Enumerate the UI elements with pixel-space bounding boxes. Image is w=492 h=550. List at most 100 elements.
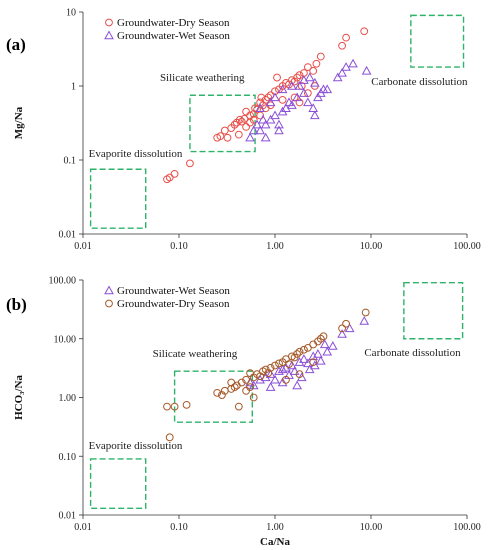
- data-point-circle: [242, 375, 251, 384]
- zone-box: [403, 281, 464, 340]
- data-point-triangle: [337, 67, 347, 77]
- data-point-triangle: [319, 339, 330, 349]
- data-point-circle: [303, 343, 312, 352]
- data-point-triangle: [245, 132, 255, 142]
- data-point-circle: [242, 386, 251, 395]
- data-point-triangle: [287, 360, 297, 370]
- data-point-triangle: [265, 114, 276, 124]
- data-point-triangle: [260, 132, 271, 142]
- data-point-circle: [235, 115, 244, 124]
- data-point-triangle: [265, 382, 276, 391]
- y-tick-label: 0.10: [59, 452, 77, 463]
- panel-b: 0.01 0.10 1.00 10.00 100.00 0.01 0.10 1.00 10.00…: [6, 276, 481, 549]
- data-point-circle: [295, 71, 304, 80]
- panel-label: (a): [6, 35, 26, 54]
- x-axis-label: Ca/Na: [260, 536, 290, 548]
- data-point-triangle: [287, 80, 297, 90]
- data-point-circle: [246, 369, 254, 378]
- data-point-circle: [316, 52, 325, 61]
- data-point-circle: [249, 115, 258, 124]
- data-point-triangle: [277, 377, 288, 387]
- data-point-triangle: [322, 346, 333, 356]
- data-point-circle: [282, 375, 290, 384]
- data-point-circle: [170, 169, 179, 178]
- data-point-triangle: [248, 125, 259, 135]
- data-point-circle: [338, 41, 347, 50]
- data-point-circle: [220, 126, 229, 135]
- data-point-circle: [216, 132, 225, 141]
- x-tick-label: 1.00: [266, 241, 284, 252]
- x-tick-label: 100.00: [453, 522, 481, 533]
- data-point-circle: [170, 402, 179, 411]
- legend-marker-triangle: [104, 30, 114, 40]
- data-point-circle: [165, 433, 174, 442]
- data-point-triangle: [341, 62, 351, 71]
- data-point-triangle: [274, 125, 284, 135]
- data-point-triangle: [309, 110, 320, 120]
- y-tick-label: 0.1: [64, 156, 77, 167]
- data-point-circle: [319, 332, 328, 341]
- y-axis-label: Mg/Na: [13, 106, 25, 139]
- data-point-circle: [234, 402, 243, 411]
- data-point-circle: [316, 334, 325, 343]
- zone-box: [173, 370, 253, 423]
- data-point-circle: [360, 27, 369, 36]
- data-point-circle: [242, 107, 251, 116]
- panel-label: (b): [6, 295, 27, 314]
- y-tick-label: 10: [66, 8, 76, 19]
- data-point-triangle: [260, 119, 271, 129]
- data-point-circle: [237, 378, 246, 387]
- data-point-circle: [361, 308, 370, 317]
- zone-label: Silicate weathering: [160, 72, 245, 84]
- data-point-circle: [261, 95, 270, 104]
- x-tick-label: 10.00: [360, 522, 383, 533]
- data-point-triangle: [294, 357, 305, 366]
- data-point-triangle: [274, 119, 284, 129]
- x-tick-label: 0.01: [74, 522, 92, 533]
- y-tick-label: 0.01: [59, 230, 77, 241]
- zone-label: Evaporite dissolution: [89, 148, 183, 160]
- data-point-triangle: [294, 80, 305, 90]
- x-tick-label: 100.00: [453, 241, 481, 252]
- data-point-circle: [295, 370, 304, 379]
- data-point-circle: [257, 93, 266, 102]
- zone-box: [89, 458, 147, 510]
- data-point-circle: [278, 95, 287, 104]
- data-point-circle: [271, 361, 279, 370]
- legend-label: Groundwater-Dry Season: [117, 298, 230, 310]
- zone-label: Carbonate dissolution: [364, 347, 461, 359]
- data-point-triangle: [332, 72, 343, 82]
- data-point-triangle: [313, 92, 323, 102]
- data-point-circle: [309, 66, 318, 75]
- legend-marker-circle: [105, 299, 113, 308]
- y-tick-label: 10.00: [54, 334, 77, 345]
- zone-label: Silicate weathering: [153, 348, 238, 360]
- data-point-circle: [242, 123, 251, 131]
- legend-label: Groundwater-Wet Season: [117, 30, 230, 42]
- data-point-circle: [285, 360, 293, 369]
- data-point-triangle: [348, 58, 358, 68]
- data-point-circle: [293, 73, 302, 82]
- data-point-triangle: [304, 72, 315, 82]
- data-point-circle: [234, 130, 243, 139]
- legend-label: Groundwater-Wet Season: [117, 285, 230, 297]
- y-tick-label: 100.00: [49, 276, 77, 287]
- data-point-triangle: [327, 341, 338, 350]
- data-point-triangle: [277, 84, 288, 94]
- data-point-triangle: [277, 364, 288, 374]
- data-point-triangle: [289, 366, 300, 375]
- x-tick-label: 0.10: [170, 241, 188, 252]
- zone-box: [89, 168, 147, 229]
- data-point-triangle: [344, 323, 355, 333]
- data-point-circle: [227, 378, 236, 387]
- data-point-circle: [342, 319, 350, 328]
- data-point-triangle: [245, 377, 255, 387]
- data-point-circle: [213, 388, 222, 397]
- data-point-triangle: [337, 329, 347, 338]
- data-point-circle: [271, 87, 279, 96]
- data-point-circle: [256, 111, 265, 120]
- data-point-triangle: [315, 355, 326, 365]
- data-point-triangle: [292, 92, 302, 102]
- data-point-circle: [223, 133, 232, 142]
